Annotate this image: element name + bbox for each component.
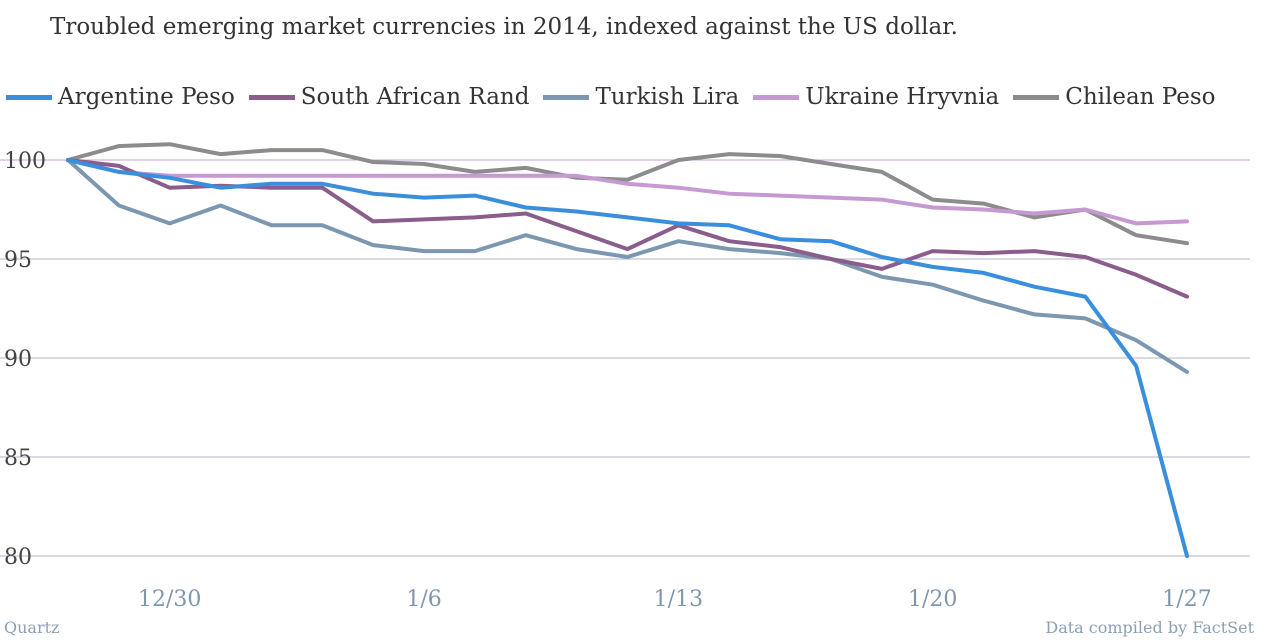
y-tick-label: 85	[4, 446, 32, 471]
legend-label: Chilean Peso	[1065, 84, 1216, 110]
legend-item: Chilean Peso	[1013, 84, 1216, 110]
x-tick-label: 1/20	[908, 587, 957, 612]
legend-item: Ukraine Hryvnia	[753, 84, 999, 110]
y-tick-label: 80	[4, 545, 32, 570]
x-tick-label: 1/13	[654, 587, 703, 612]
legend: Argentine Peso South African Rand Turkish …	[6, 84, 1230, 110]
series-line-argentine-peso	[66, 158, 1189, 558]
legend-swatch	[248, 94, 295, 100]
legend-swatch	[753, 94, 800, 100]
legend-item: Turkish Lira	[543, 84, 739, 110]
series-line-chilean-peso	[66, 142, 1189, 246]
source-credit: Quartz	[4, 618, 60, 637]
series-line-ukraine-hryvnia	[66, 158, 1189, 226]
chart-title: Troubled emerging market currencies in 2…	[50, 14, 958, 40]
legend-label: South African Rand	[300, 84, 530, 110]
legend-swatch	[6, 94, 52, 100]
y-tick-label: 95	[4, 248, 32, 273]
y-tick-label: 90	[4, 347, 32, 372]
legend-swatch	[1013, 94, 1060, 100]
x-tick-label: 1/27	[1162, 587, 1211, 612]
data-credit: Data compiled by FactSet	[1045, 618, 1254, 637]
series-line-turkish-lira	[66, 158, 1189, 374]
legend-label: Argentine Peso	[58, 84, 235, 110]
x-tick-label: 1/6	[406, 587, 441, 612]
legend-item: South African Rand	[248, 84, 530, 110]
legend-label: Ukraine Hryvnia	[805, 84, 1000, 110]
y-tick-label: 100	[4, 149, 46, 174]
x-tick-label: 12/30	[138, 587, 201, 612]
legend-swatch	[543, 94, 590, 100]
legend-label: Turkish Lira	[595, 84, 740, 110]
legend-item: Argentine Peso	[6, 84, 235, 110]
